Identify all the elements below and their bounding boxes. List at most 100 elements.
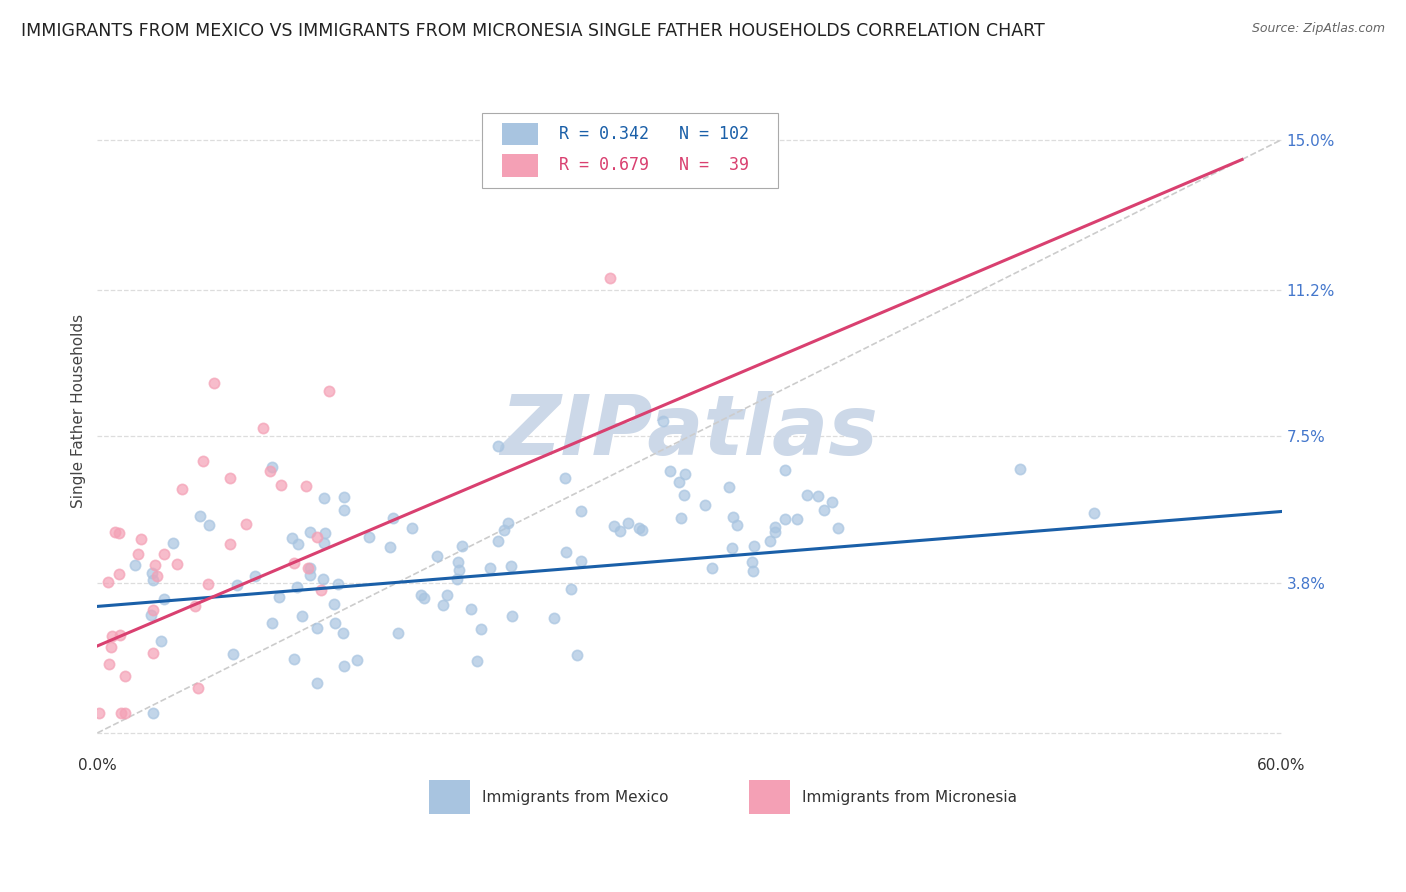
Point bbox=[153, 591, 176, 606]
Point bbox=[759, 534, 782, 549]
Point bbox=[191, 454, 214, 468]
Point bbox=[599, 271, 621, 285]
Point bbox=[378, 541, 401, 555]
Point bbox=[449, 563, 471, 577]
Point bbox=[569, 554, 592, 568]
Point bbox=[312, 572, 335, 586]
Point bbox=[183, 599, 205, 614]
Point bbox=[243, 568, 266, 582]
Point bbox=[827, 521, 849, 535]
Point bbox=[170, 482, 193, 496]
Point bbox=[332, 658, 354, 673]
Point bbox=[281, 531, 304, 545]
Text: R = 0.342   N = 102: R = 0.342 N = 102 bbox=[560, 125, 749, 143]
Point bbox=[741, 555, 763, 569]
Y-axis label: Single Father Households: Single Father Households bbox=[72, 314, 86, 508]
Point bbox=[554, 470, 576, 484]
Point bbox=[412, 591, 434, 605]
Point bbox=[197, 577, 219, 591]
Point bbox=[198, 517, 221, 532]
Point bbox=[299, 568, 322, 582]
Point bbox=[478, 561, 501, 575]
Point bbox=[470, 622, 492, 636]
Point bbox=[219, 537, 242, 551]
Point bbox=[323, 616, 346, 631]
Point bbox=[486, 439, 509, 453]
Point bbox=[742, 564, 765, 578]
FancyBboxPatch shape bbox=[502, 154, 538, 177]
Point bbox=[142, 646, 165, 660]
Point bbox=[143, 558, 166, 572]
Point bbox=[763, 519, 786, 533]
Point bbox=[149, 634, 172, 648]
Point bbox=[555, 545, 578, 559]
Point bbox=[763, 524, 786, 539]
Point bbox=[162, 535, 184, 549]
Point bbox=[314, 525, 336, 540]
Point bbox=[142, 603, 165, 617]
Point bbox=[333, 503, 356, 517]
Point bbox=[298, 561, 321, 575]
Text: ZIPatlas: ZIPatlas bbox=[501, 391, 879, 472]
Point bbox=[672, 488, 695, 502]
Point bbox=[718, 480, 741, 494]
Text: IMMIGRANTS FROM MEXICO VS IMMIGRANTS FROM MICRONESIA SINGLE FATHER HOUSEHOLDS CO: IMMIGRANTS FROM MEXICO VS IMMIGRANTS FRO… bbox=[21, 22, 1045, 40]
Point bbox=[142, 706, 165, 721]
Point bbox=[693, 498, 716, 512]
Point bbox=[187, 681, 209, 695]
Point bbox=[252, 421, 274, 435]
Point bbox=[486, 534, 509, 549]
Point bbox=[87, 706, 110, 721]
Point bbox=[609, 524, 631, 538]
Point bbox=[323, 598, 346, 612]
Point bbox=[496, 516, 519, 531]
Point bbox=[222, 647, 245, 661]
Point bbox=[314, 491, 336, 505]
Point bbox=[333, 490, 356, 504]
Point bbox=[101, 629, 124, 643]
Point bbox=[108, 566, 131, 581]
Point bbox=[124, 558, 146, 572]
Point bbox=[616, 516, 638, 531]
Point bbox=[270, 478, 292, 492]
Point bbox=[628, 520, 651, 534]
Point bbox=[188, 508, 211, 523]
Point bbox=[673, 467, 696, 481]
Point bbox=[382, 510, 405, 524]
Point bbox=[565, 648, 588, 662]
Point bbox=[332, 626, 354, 640]
Point bbox=[409, 588, 432, 602]
Point bbox=[318, 384, 340, 399]
Point bbox=[1083, 506, 1105, 520]
Point bbox=[426, 549, 449, 564]
FancyBboxPatch shape bbox=[502, 122, 538, 145]
Point bbox=[786, 512, 808, 526]
Point bbox=[821, 494, 844, 508]
Point bbox=[775, 511, 797, 525]
Point bbox=[202, 376, 225, 390]
Point bbox=[146, 569, 169, 583]
Point bbox=[114, 706, 136, 721]
Point bbox=[460, 602, 482, 616]
Point bbox=[110, 706, 132, 721]
Point bbox=[446, 572, 468, 586]
FancyBboxPatch shape bbox=[748, 780, 790, 814]
Point bbox=[295, 479, 318, 493]
Point bbox=[307, 530, 329, 544]
Point bbox=[560, 582, 582, 596]
Point bbox=[465, 654, 488, 668]
Point bbox=[259, 464, 281, 478]
Point bbox=[721, 541, 744, 556]
Text: Immigrants from Mexico: Immigrants from Mexico bbox=[482, 789, 669, 805]
Point bbox=[630, 523, 652, 537]
Point bbox=[283, 652, 305, 666]
Point bbox=[813, 502, 835, 516]
Point bbox=[432, 598, 454, 612]
Point bbox=[305, 675, 328, 690]
Point bbox=[166, 557, 188, 571]
Point bbox=[269, 590, 291, 604]
Text: R = 0.679   N =  39: R = 0.679 N = 39 bbox=[560, 156, 749, 174]
Point bbox=[651, 414, 673, 428]
Point bbox=[346, 653, 368, 667]
Point bbox=[129, 533, 152, 547]
